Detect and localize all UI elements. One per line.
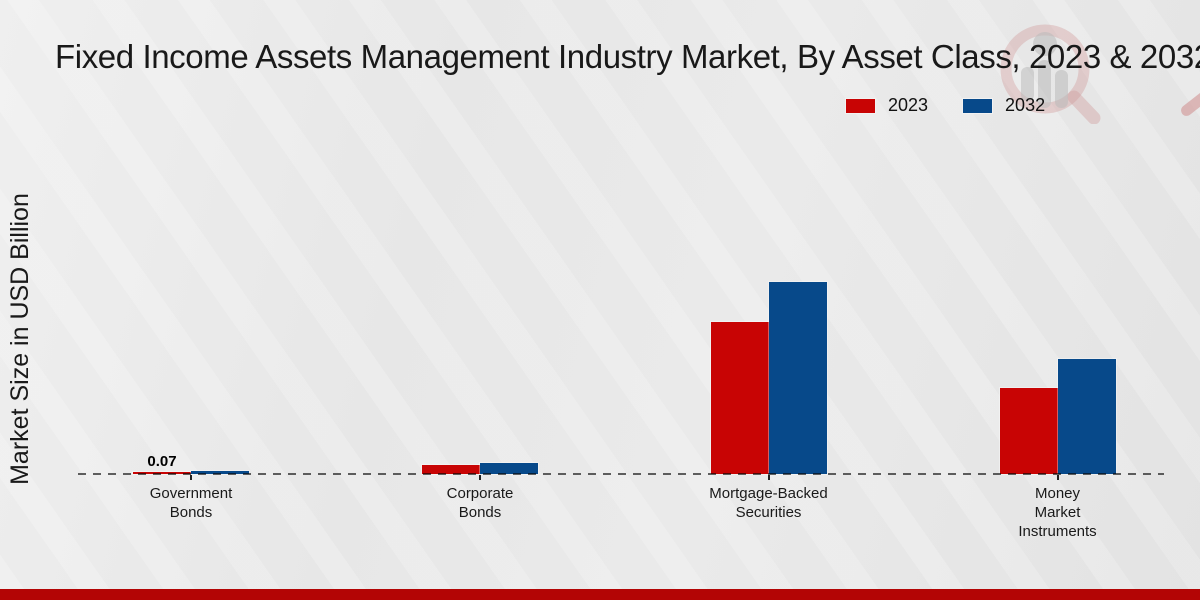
footer-accent-bar bbox=[0, 589, 1200, 600]
y-axis-label: Market Size in USD Billion bbox=[6, 193, 34, 485]
bar-2032-mortgage-backed-securities bbox=[768, 282, 827, 474]
bar-2023-corporate-bonds bbox=[422, 465, 480, 474]
magnifier-bar-chart-logo-icon bbox=[1000, 24, 1101, 124]
watermark-edge-fragment bbox=[1178, 84, 1200, 119]
category-label-money-market-instruments: Money Market Instruments bbox=[1018, 485, 1097, 540]
bar-2032-corporate-bonds bbox=[480, 463, 538, 474]
legend-label-2023: 2023 bbox=[888, 95, 929, 115]
legend-item-2032: 2032 bbox=[962, 95, 1045, 116]
legend-item-2023: 2023 bbox=[845, 95, 928, 116]
legend: 2023 2032 bbox=[845, 95, 1045, 116]
category-label-mortgage-backed-securities: Mortgage-Backed Securities bbox=[709, 485, 828, 521]
bar-2023-money-market-instruments bbox=[999, 388, 1058, 474]
category-label-corporate-bonds: Corporate Bonds bbox=[446, 485, 514, 521]
x-axis-tick-government-bonds bbox=[190, 475, 192, 480]
bar-2032-money-market-instruments bbox=[1057, 359, 1116, 474]
x-axis-tick-money-market-instruments bbox=[1056, 475, 1059, 480]
legend-label-2032: 2032 bbox=[1005, 95, 1046, 115]
legend-swatch-2032 bbox=[962, 97, 994, 114]
x-axis-tick-mortgage-backed-securities bbox=[767, 475, 770, 480]
category-label-government-bonds: Government Bonds bbox=[149, 485, 233, 521]
data-label-2023-government-bonds: 0.07 bbox=[147, 453, 177, 470]
bar-2032-government-bonds bbox=[191, 471, 249, 474]
legend-swatch-2023 bbox=[845, 97, 876, 114]
chart-title: Fixed Income Assets Management Industry … bbox=[55, 38, 1200, 75]
x-axis-tick-corporate-bonds bbox=[479, 475, 481, 480]
bar-2023-mortgage-backed-securities bbox=[710, 322, 769, 474]
x-axis-baseline bbox=[78, 473, 1164, 475]
